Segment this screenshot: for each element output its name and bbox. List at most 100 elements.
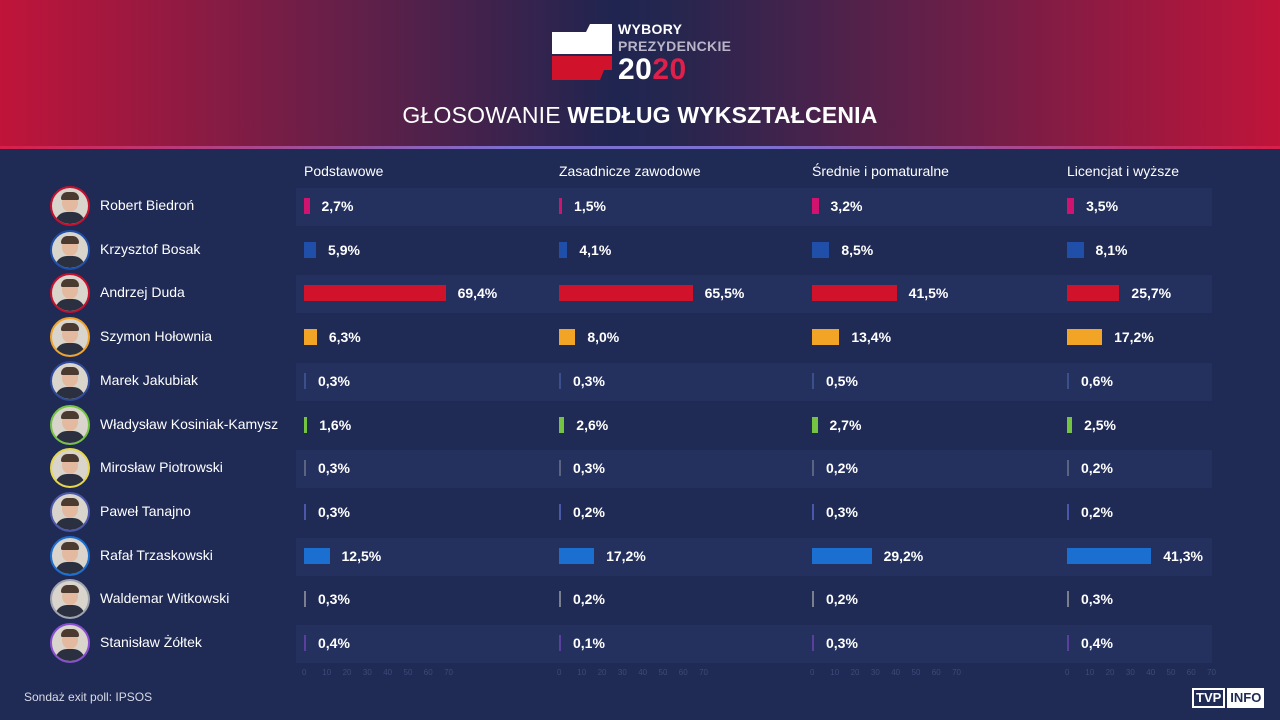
- bar: [559, 460, 561, 477]
- data-label: 5,9%: [328, 241, 360, 258]
- bar: [812, 547, 872, 564]
- axis-tick-label: 0: [1065, 668, 1070, 677]
- axis-tick-label: 40: [638, 668, 648, 677]
- bar: [812, 635, 814, 651]
- column-header: Zasadnicze zawodowe: [559, 163, 701, 179]
- axis-tick-label: 70: [699, 668, 708, 677]
- data-label: 65,5%: [704, 285, 745, 302]
- bar: [559, 547, 595, 564]
- data-label: 69,4%: [457, 285, 498, 302]
- data-label: 2,7%: [321, 198, 354, 214]
- bar: [1067, 198, 1075, 214]
- data-label: 2,6%: [576, 416, 609, 433]
- avatar: [50, 186, 90, 226]
- avatar: [50, 623, 90, 663]
- bar: [812, 372, 814, 389]
- bar: [559, 591, 561, 608]
- bar: [812, 285, 897, 302]
- bar: [812, 241, 830, 258]
- bar: [304, 285, 446, 302]
- bar: [304, 372, 306, 389]
- axis-tick-label: 20: [1105, 668, 1115, 677]
- candidate-name: Waldemar Witkowski: [100, 590, 230, 607]
- row-background: [296, 362, 1212, 401]
- data-label: 17,2%: [1114, 329, 1154, 346]
- bar: [1067, 503, 1069, 520]
- candidate-name: Robert Biedroń: [100, 197, 195, 213]
- bar: [304, 503, 306, 520]
- bar: [1067, 285, 1120, 302]
- bar: [1067, 416, 1073, 433]
- avatar-hair-icon: [61, 541, 79, 550]
- candidate-name: Szymon Hołownia: [100, 328, 213, 345]
- bar: [559, 241, 568, 258]
- avatar-body-icon: [55, 474, 85, 487]
- data-label: 1,5%: [574, 198, 606, 214]
- avatar: [50, 535, 90, 576]
- avatar: [50, 229, 90, 270]
- bar: [559, 198, 563, 214]
- avatar: [50, 491, 90, 532]
- logo-line1: WYBORY: [618, 21, 683, 37]
- avatar-hair-icon: [61, 454, 79, 463]
- data-label: 13,4%: [851, 329, 892, 346]
- bar: [304, 198, 310, 214]
- title-bold: WEDŁUG WYKSZTAŁCENIA: [567, 102, 878, 128]
- avatar-body-icon: [55, 212, 85, 224]
- avatar-hair-icon: [61, 279, 79, 288]
- data-label: 0,3%: [573, 372, 605, 389]
- avatar-hair-icon: [61, 585, 79, 594]
- bar: [559, 416, 565, 433]
- avatar-body-icon: [55, 386, 85, 399]
- axis-tick-label: 40: [383, 668, 393, 677]
- header-divider: [0, 146, 1280, 149]
- data-label: 25,7%: [1131, 285, 1172, 302]
- axis-tick-label: 40: [1146, 668, 1156, 677]
- axis-tick-label: 20: [850, 668, 860, 677]
- axis-tick-label: 0: [557, 668, 562, 677]
- candidate-name: Marek Jakubiak: [100, 371, 199, 388]
- data-label: 29,2%: [883, 547, 924, 564]
- data-label: 1,6%: [319, 416, 352, 433]
- data-label: 8,1%: [1095, 241, 1128, 258]
- data-label: 0,1%: [573, 635, 605, 651]
- bar: [304, 635, 306, 651]
- data-label: 0,3%: [573, 460, 605, 477]
- bar: [304, 591, 306, 608]
- avatar-hair-icon: [61, 497, 79, 506]
- data-label: 0,3%: [318, 503, 350, 520]
- column-header: Licencjat i wyższe: [1067, 163, 1180, 179]
- avatar-hair-icon: [61, 410, 79, 419]
- bar: [812, 460, 814, 477]
- header-banner: [0, 0, 1280, 148]
- row-background: [296, 450, 1212, 489]
- bar: [304, 416, 308, 433]
- data-label: 0,3%: [318, 460, 350, 477]
- data-label: 6,3%: [328, 329, 361, 346]
- chart-title: GŁOSOWANIE WEDŁUG WYKSZTAŁCENIA: [0, 102, 1280, 129]
- axis-tick-label: 30: [1125, 668, 1135, 677]
- bar: [304, 547, 330, 564]
- data-label: 2,5%: [1084, 416, 1117, 433]
- bar: [812, 591, 814, 608]
- axis-tick-label: 60: [931, 668, 941, 677]
- candidate-name: Paweł Tanajno: [100, 502, 191, 519]
- axis-tick-label: 30: [617, 668, 627, 677]
- avatar: [50, 360, 90, 401]
- row-background: [296, 537, 1212, 576]
- axis-tick-label: 10: [322, 668, 332, 677]
- avatar: [50, 273, 90, 314]
- row-background: [296, 275, 1212, 314]
- row-background: [296, 625, 1212, 663]
- title-light: GŁOSOWANIE: [402, 102, 568, 128]
- data-label: 0,2%: [573, 591, 605, 608]
- data-label: 2,7%: [829, 416, 862, 433]
- bar: [1067, 591, 1069, 608]
- bar: [559, 285, 693, 302]
- bar: [559, 329, 576, 346]
- avatar-hair-icon: [61, 366, 79, 375]
- avatar-hair-icon: [61, 235, 79, 244]
- bar: [812, 198, 819, 214]
- axis-tick-label: 50: [1166, 668, 1176, 677]
- candidate-name: Mirosław Piotrowski: [100, 459, 223, 476]
